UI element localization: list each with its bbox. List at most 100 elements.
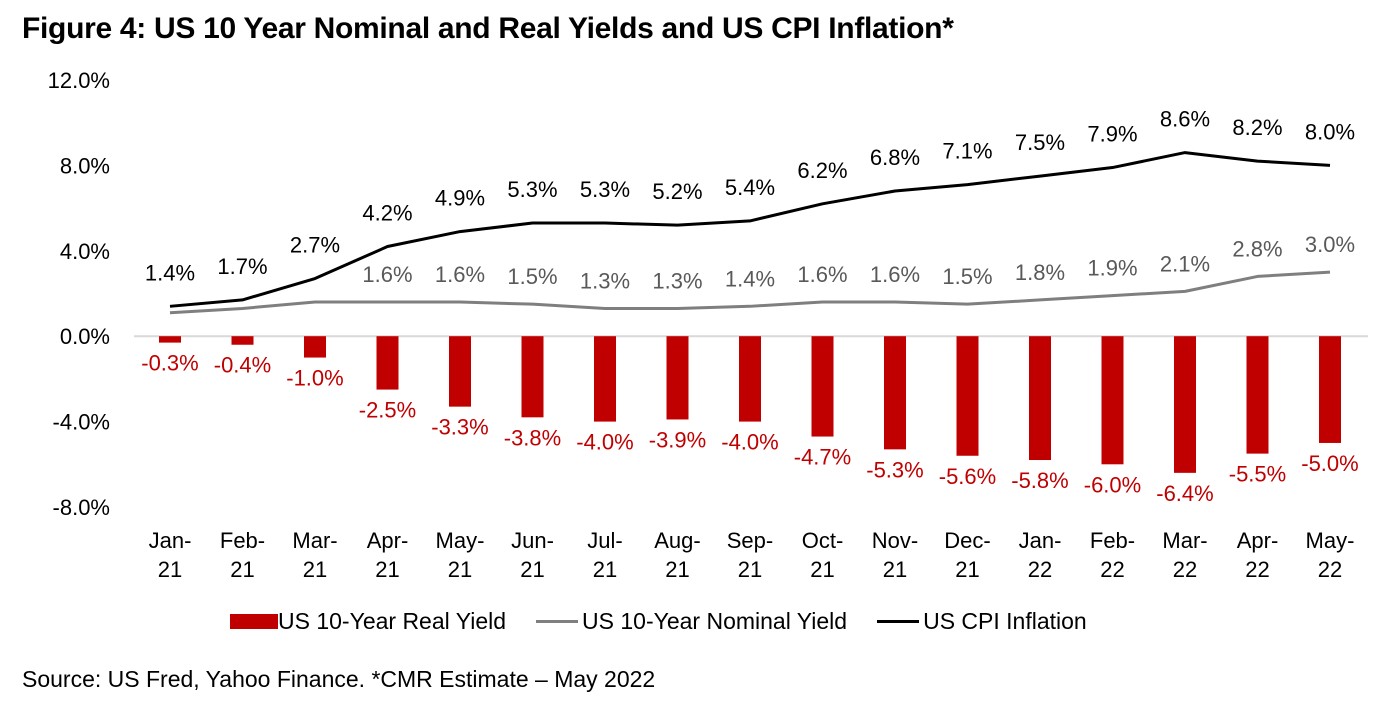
bar-real-yield [231, 336, 254, 345]
x-tick-label: Jun- [511, 528, 554, 553]
cpi-data-label: 7.9% [1087, 122, 1137, 147]
x-tick-label: May- [1306, 528, 1355, 553]
x-tick-label-year: 22 [1028, 557, 1052, 582]
bar-real-yield [739, 336, 761, 422]
nominal-yield-data-label: 1.3% [652, 268, 702, 293]
bar-real-yield [884, 336, 906, 450]
cpi-data-label: 7.5% [1015, 130, 1065, 155]
bar-real-yield [956, 336, 979, 456]
x-tick-label-year: 22 [1100, 557, 1124, 582]
x-tick-label-year: 21 [158, 557, 182, 582]
bar-real-yield [811, 336, 834, 437]
data-label-real-yield: -6.4% [1156, 481, 1213, 506]
data-label-real-yield: -3.3% [431, 415, 488, 440]
cpi-data-label: 5.4% [725, 175, 775, 200]
legend-item-nominal-yield: US 10-Year Nominal Yield [536, 608, 847, 635]
x-tick-label: Aug- [654, 528, 700, 553]
bar-real-yield [159, 336, 181, 343]
data-label-real-yield: -3.8% [504, 425, 561, 450]
x-tick-label-year: 21 [230, 557, 254, 582]
bar-real-yield [521, 336, 544, 418]
x-tick-label: Nov- [872, 528, 918, 553]
x-tick-label: Mar- [1162, 528, 1207, 553]
cpi-data-label: 7.1% [942, 139, 992, 164]
x-tick-label-year: 22 [1245, 557, 1269, 582]
x-tick-label-year: 21 [665, 557, 689, 582]
x-tick-label: Apr- [1237, 528, 1279, 553]
x-tick-label-year: 22 [1318, 557, 1342, 582]
data-label-real-yield: -6.0% [1084, 472, 1141, 497]
legend-swatch-nominal-yield [536, 620, 579, 623]
data-label-real-yield: -3.9% [649, 427, 706, 452]
cpi-data-label: 6.8% [870, 145, 920, 170]
legend-swatch-cpi [877, 620, 920, 623]
cpi-data-label: 5.3% [507, 177, 557, 202]
data-label-real-yield: -0.4% [214, 353, 271, 378]
nominal-yield-data-label: 2.1% [1160, 251, 1210, 276]
bar-real-yield [376, 336, 399, 390]
bar-real-yield [1246, 336, 1269, 454]
x-tick-label: Feb- [1090, 528, 1135, 553]
bar-real-yield [449, 336, 471, 407]
cpi-data-label: 4.2% [362, 201, 412, 226]
cpi-data-label: 5.2% [652, 179, 702, 204]
y-tick-label: 8.0% [60, 153, 110, 178]
legend-label-real-yield: US 10-Year Real Yield [278, 608, 507, 634]
data-label-real-yield: -4.0% [576, 430, 633, 455]
cpi-data-label: 1.4% [145, 260, 195, 285]
data-label-real-yield: -1.0% [286, 366, 343, 391]
x-tick-label-year: 22 [1173, 557, 1197, 582]
nominal-yield-data-label: 1.6% [362, 262, 412, 287]
cpi-data-label: 1.7% [217, 254, 267, 279]
data-label-real-yield: -5.8% [1011, 468, 1068, 493]
x-tick-label-year: 21 [303, 557, 327, 582]
x-tick-label-year: 21 [375, 557, 399, 582]
cpi-data-label: 8.6% [1160, 107, 1210, 132]
data-label-real-yield: -5.5% [1229, 462, 1286, 487]
x-tick-label-year: 21 [883, 557, 907, 582]
y-tick-label: -8.0% [53, 495, 110, 520]
x-tick-label-year: 21 [738, 557, 762, 582]
nominal-yield-data-label: 1.9% [1087, 256, 1137, 281]
legend-swatch-real-yield [230, 614, 278, 629]
x-tick-label: May- [436, 528, 485, 553]
legend: US 10-Year Real Yield US 10-Year Nominal… [230, 608, 1117, 635]
chart-canvas: 12.0% 8.0% 4.0% 0.0% -4.0% -8.0% -0.3% -0.4% -1.… [48, 68, 1368, 582]
data-label-real-yield: -4.7% [794, 445, 851, 470]
source-note: Source: US Fred, Yahoo Finance. *CMR Est… [22, 666, 656, 692]
y-tick-label: 0.0% [60, 324, 110, 349]
nominal-yield-data-label: 1.5% [507, 264, 557, 289]
nominal-yield-data-label: 1.6% [797, 262, 847, 287]
cpi-data-label: 6.2% [797, 158, 847, 183]
data-label-real-yield: -5.3% [866, 457, 923, 482]
x-tick-label: Jan- [149, 528, 192, 553]
x-tick-label: Oct- [802, 528, 844, 553]
bar-real-yield [666, 336, 689, 420]
data-label-real-yield: -5.6% [939, 464, 996, 489]
y-tick-label: 4.0% [60, 239, 110, 264]
cpi-data-label: 4.9% [435, 186, 485, 211]
x-tick-label: Dec- [944, 528, 990, 553]
x-tick-label: Sep- [727, 528, 773, 553]
cpi-data-label: 2.7% [290, 233, 340, 258]
y-tick-label: -4.0% [53, 410, 110, 435]
data-label-real-yield: -5.0% [1301, 451, 1358, 476]
nominal-yield-data-label: 2.8% [1232, 236, 1282, 261]
bar-real-yield [1029, 336, 1051, 461]
bar-real-yield [304, 336, 326, 358]
data-label-real-yield: -2.5% [359, 398, 416, 423]
data-label-real-yield: -0.3% [141, 351, 198, 376]
y-tick-label: 12.0% [48, 68, 110, 93]
x-tick-label: Mar- [292, 528, 337, 553]
legend-item-cpi: US CPI Inflation [877, 608, 1087, 635]
nominal-yield-data-label: 3.0% [1305, 232, 1355, 257]
nominal-yield-data-label: 1.6% [870, 262, 920, 287]
legend-item-real-yield: US 10-Year Real Yield [230, 608, 506, 635]
x-tick-label: Apr- [367, 528, 409, 553]
legend-label-nominal-yield: US 10-Year Nominal Yield [582, 608, 848, 634]
x-tick-label-year: 21 [810, 557, 834, 582]
x-tick-label-year: 21 [448, 557, 472, 582]
x-tick-label: Jul- [587, 528, 622, 553]
bar-real-yield [1101, 336, 1124, 465]
nominal-yield-data-label: 1.8% [1015, 260, 1065, 285]
